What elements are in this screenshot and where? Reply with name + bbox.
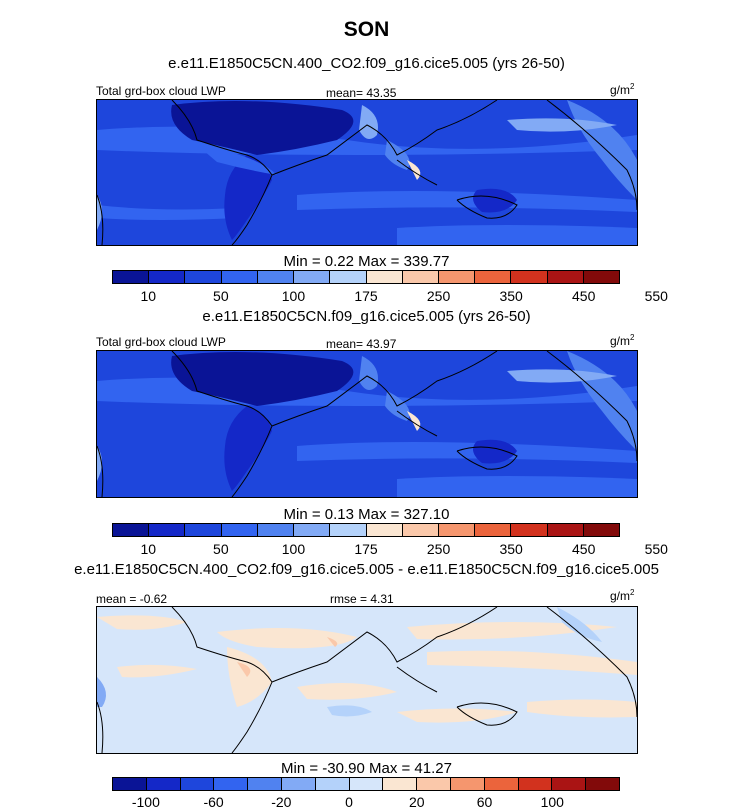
colorbar-tick-label: 100: [281, 541, 306, 557]
colorbar-tick-label: -60: [203, 794, 224, 810]
colorbar-segment: [417, 778, 451, 790]
colorbar-tick-label: 175: [354, 541, 378, 557]
figure-title: SON: [343, 18, 390, 41]
colorbar-segment: [257, 271, 295, 283]
colorbar-segment: [383, 778, 418, 790]
colorbar-segment: [518, 778, 553, 790]
colorbar-segment: [185, 524, 222, 536]
panel-2-units: g/m2: [610, 333, 635, 348]
panel-3-mean-label: mean = -0.62: [96, 592, 168, 606]
colorbar-tick-label: 175: [354, 288, 378, 304]
colorbar-segment: [402, 524, 439, 536]
colorbar-segment: [511, 524, 548, 536]
colorbar-segment: [583, 524, 620, 536]
panel-2-map: [96, 350, 638, 498]
colorbar-segment: [149, 271, 186, 283]
colorbar-segment: [281, 778, 316, 790]
colorbar-tick-label: 550: [644, 541, 668, 557]
colorbar-segment: [349, 778, 384, 790]
panel-2-variable-label: Total grd-box cloud LWP: [96, 335, 226, 349]
colorbar-segment: [450, 778, 485, 790]
panel-1-colorbar-ticks: 10 50 100 175 250 350 450 550: [112, 288, 667, 306]
colorbar-segment: [330, 271, 367, 283]
colorbar-segment: [113, 271, 150, 283]
colorbar-tick-label: 250: [426, 288, 451, 304]
colorbar-segment: [484, 778, 519, 790]
colorbar-segment: [180, 778, 215, 790]
colorbar-segment: [113, 524, 150, 536]
colorbar-segment: [438, 271, 476, 283]
panel-1-title: e.e11.E1850C5CN.400_CO2.f09_g16.cice5.00…: [168, 55, 565, 72]
panel-1-units: g/m2: [610, 82, 635, 97]
colorbar-tick-label: 100: [281, 288, 306, 304]
colorbar-tick-label: 10: [140, 541, 157, 557]
panel-2-colorbar-ticks: 10 50 100 175 250 350 450 550: [112, 541, 667, 559]
colorbar-segment: [248, 778, 282, 790]
panel-2-mean-label: mean= 43.97: [326, 337, 397, 351]
colorbar-segment: [366, 271, 403, 283]
colorbar-segment: [366, 524, 403, 536]
colorbar-tick-label: 50: [213, 541, 229, 557]
colorbar-tick-label: 350: [499, 288, 523, 304]
panel-2-title: e.e11.E1850C5CN.f09_g16.cice5.005 (yrs 2…: [202, 308, 531, 325]
colorbar-segment: [315, 778, 350, 790]
panel-3-units: g/m2: [610, 588, 635, 603]
panel-2-minmax: Min = 0.13 Max = 327.10: [283, 506, 450, 523]
colorbar-segment: [257, 524, 295, 536]
colorbar-segment: [330, 524, 367, 536]
colorbar-tick-label: 60: [476, 794, 493, 810]
colorbar-tick-label: 50: [213, 288, 229, 304]
colorbar-segment: [583, 271, 620, 283]
colorbar-segment: [475, 271, 512, 283]
colorbar-tick-label: 250: [426, 541, 451, 557]
colorbar-tick-label: 20: [409, 794, 425, 810]
panel-1-map: [96, 99, 638, 246]
colorbar-tick-label: 450: [572, 288, 596, 304]
panel-1-mean-label: mean= 43.35: [326, 86, 397, 100]
colorbar-tick-label: 0: [345, 794, 353, 810]
panel-3-colorbar-ticks: -100 -60 -20 0 20 60 100: [112, 794, 620, 812]
colorbar-segment: [294, 524, 331, 536]
colorbar-segment: [438, 524, 476, 536]
colorbar-segment: [475, 524, 512, 536]
colorbar-segment: [146, 778, 181, 790]
panel-1-minmax: Min = 0.22 Max = 339.77: [283, 253, 450, 270]
colorbar-segment: [221, 524, 258, 536]
colorbar-tick-label: 100: [540, 794, 564, 810]
colorbar-segment: [586, 778, 619, 790]
panel-3-minmax: Min = -30.90 Max = 41.27: [281, 760, 452, 777]
colorbar-segment: [402, 271, 439, 283]
colorbar-segment: [149, 524, 186, 536]
panel-3-colorbar: [112, 777, 620, 791]
colorbar-segment: [547, 524, 584, 536]
colorbar-segment: [294, 271, 331, 283]
colorbar-segment: [113, 778, 147, 790]
colorbar-tick-label: -20: [271, 794, 292, 810]
panel-3-map: [96, 606, 638, 754]
colorbar-tick-label: 10: [140, 288, 157, 304]
colorbar-segment: [511, 271, 548, 283]
panel-2-colorbar: [112, 523, 620, 537]
colorbar-segment: [221, 271, 258, 283]
colorbar-segment: [552, 778, 587, 790]
colorbar-tick-label: 450: [572, 541, 596, 557]
panel-1-colorbar: [112, 270, 620, 284]
colorbar-tick-label: 550: [644, 288, 668, 304]
colorbar-tick-label: 350: [499, 541, 523, 557]
colorbar-segment: [185, 271, 222, 283]
panel-3-title: e.e11.E1850C5CN.400_CO2.f09_g16.cice5.00…: [74, 561, 659, 578]
colorbar-segment: [547, 271, 584, 283]
panel-1-variable-label: Total grd-box cloud LWP: [96, 84, 226, 98]
colorbar-tick-label: -100: [131, 794, 160, 810]
panel-3-rmse-label: rmse = 4.31: [330, 592, 394, 606]
colorbar-segment: [214, 778, 249, 790]
